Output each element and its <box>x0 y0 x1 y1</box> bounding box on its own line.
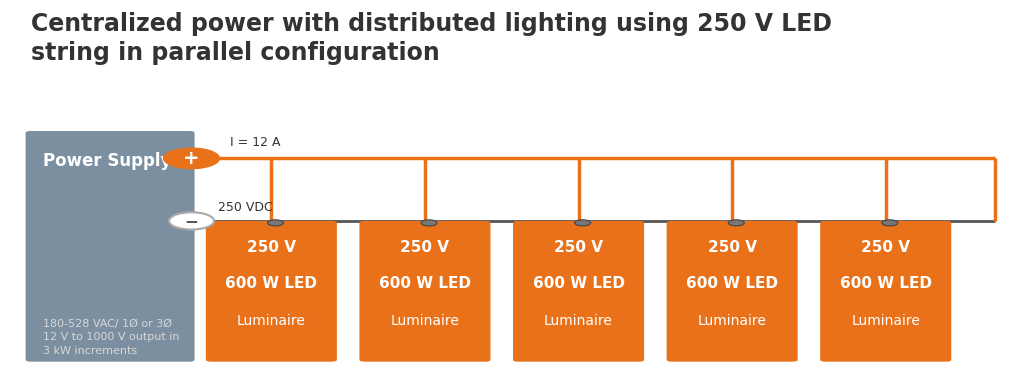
Text: 600 W LED: 600 W LED <box>225 276 317 291</box>
Text: Luminaire: Luminaire <box>851 314 921 328</box>
Text: +: + <box>183 149 200 168</box>
FancyBboxPatch shape <box>206 221 337 362</box>
Text: 250 V: 250 V <box>400 240 450 255</box>
FancyBboxPatch shape <box>26 131 195 362</box>
Text: Luminaire: Luminaire <box>237 314 306 328</box>
Circle shape <box>728 220 744 226</box>
FancyBboxPatch shape <box>359 221 490 362</box>
Circle shape <box>163 147 220 169</box>
Text: 250 V: 250 V <box>861 240 910 255</box>
Text: I = 12 A: I = 12 A <box>230 136 281 149</box>
Text: Centralized power with distributed lighting using 250 V LED
string in parallel c: Centralized power with distributed light… <box>31 12 831 65</box>
Text: 250 V: 250 V <box>708 240 757 255</box>
Text: 250 V: 250 V <box>554 240 603 255</box>
Text: Luminaire: Luminaire <box>697 314 767 328</box>
Circle shape <box>882 220 898 226</box>
FancyBboxPatch shape <box>513 221 644 362</box>
Circle shape <box>169 212 214 230</box>
Circle shape <box>267 220 284 226</box>
Text: 600 W LED: 600 W LED <box>379 276 471 291</box>
Circle shape <box>574 220 591 226</box>
Text: 250 V: 250 V <box>247 240 296 255</box>
Text: −: − <box>184 212 199 230</box>
Text: 600 W LED: 600 W LED <box>686 276 778 291</box>
Text: 600 W LED: 600 W LED <box>532 276 625 291</box>
Text: Luminaire: Luminaire <box>544 314 613 328</box>
Circle shape <box>421 220 437 226</box>
Text: Power Supply: Power Supply <box>43 152 171 170</box>
FancyBboxPatch shape <box>820 221 951 362</box>
Text: 600 W LED: 600 W LED <box>840 276 932 291</box>
Text: 180-528 VAC/ 1Ø or 3Ø
12 V to 1000 V output in
3 kW increments: 180-528 VAC/ 1Ø or 3Ø 12 V to 1000 V out… <box>43 319 179 356</box>
Text: 250 VDC: 250 VDC <box>218 201 272 214</box>
FancyBboxPatch shape <box>667 221 798 362</box>
Text: Luminaire: Luminaire <box>390 314 460 328</box>
